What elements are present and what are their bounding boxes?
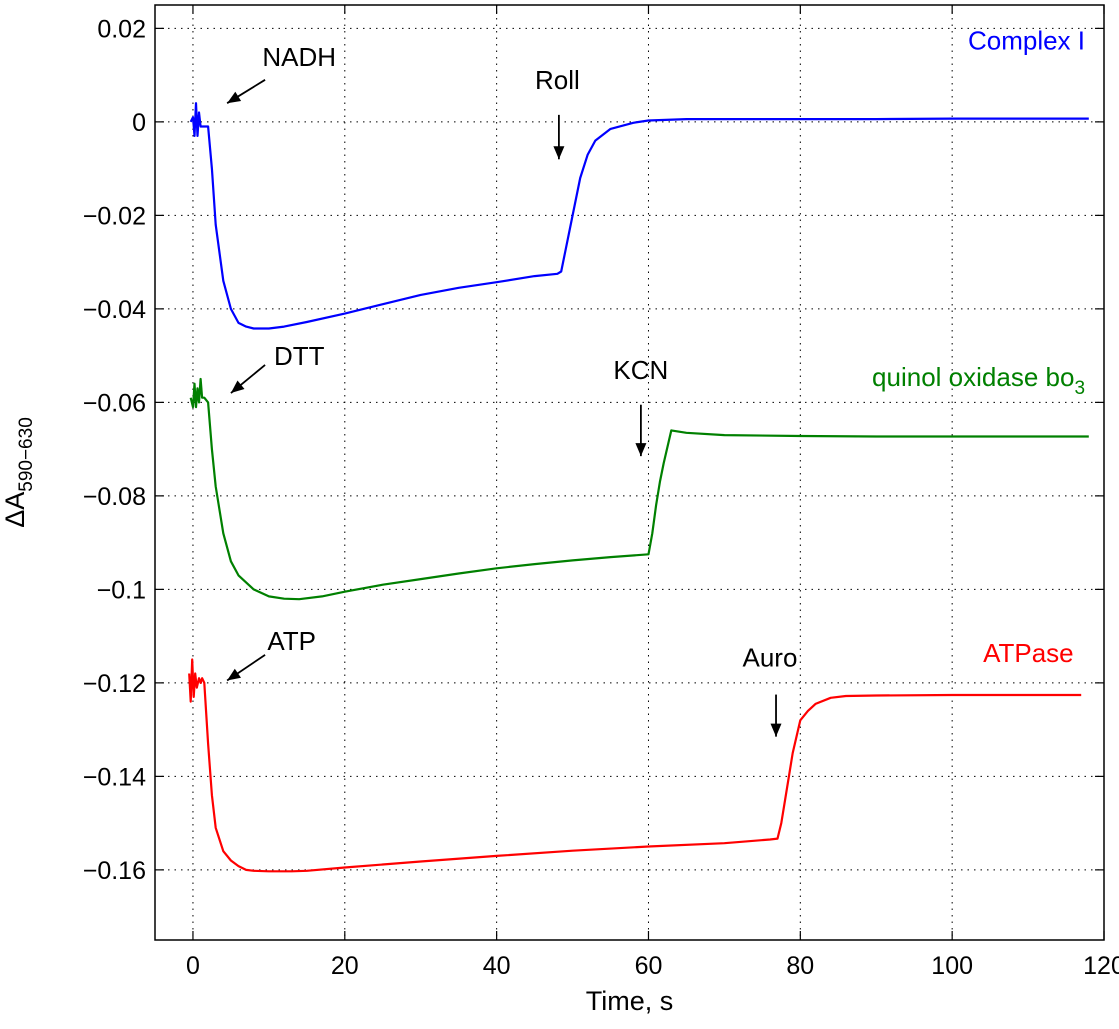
annotation-arrow-head [230, 380, 245, 393]
annotation-arrow-head [227, 91, 242, 104]
y-axis-title-subscript: 590−630 [16, 417, 37, 492]
y-tick-label: −0.04 [83, 296, 146, 324]
annotation-label: KCN [613, 355, 668, 385]
x-tick-label: 0 [186, 952, 200, 980]
plot-area-frame [154, 4, 1105, 941]
series-name-label: Complex I [968, 25, 1085, 55]
x-tick-label: 120 [1083, 952, 1119, 980]
axis-ticks: 0 20 40 60 80 100 120 0.02 0 −0.02 −0.04 −0.06 −0.08… [83, 5, 1119, 980]
series-name-label: quinol oxidase bo3 [872, 362, 1085, 399]
annotation-label: DTT [274, 341, 325, 371]
x-axis-title: Time, s [586, 986, 674, 1016]
y-axis-title-main: ΔA [0, 492, 30, 528]
annotation-label: ATP [267, 626, 316, 656]
annotation-arrow-head [635, 443, 647, 457]
x-tick-label: 20 [331, 952, 359, 980]
y-tick-label: −0.1 [97, 576, 146, 604]
annotation-label: Roll [535, 65, 580, 95]
annotations: NADH Roll DTT KCN ATP Auro [226, 42, 797, 737]
annotation-label: NADH [262, 42, 336, 72]
series-labels: Complex I quinol oxidase bo3 ATPase [872, 25, 1085, 667]
series-name-label: ATPase [983, 638, 1074, 668]
y-tick-label: −0.14 [83, 763, 146, 791]
grid-lines [155, 5, 1104, 940]
series-name-main: Complex I [968, 25, 1085, 55]
annotation-arrow-head [227, 668, 241, 681]
x-tick-label: 40 [483, 952, 511, 980]
series-name-subscript: 3 [1074, 378, 1085, 399]
y-tick-label: −0.12 [83, 670, 146, 698]
series-name-main: ATPase [983, 638, 1074, 668]
y-tick-label: −0.08 [83, 483, 146, 511]
series-lines [188, 102, 1089, 873]
x-tick-label: 60 [635, 952, 663, 980]
annotation-arrow-head [770, 723, 782, 737]
annotation-arrow-head [553, 146, 565, 160]
series-line [189, 377, 1089, 601]
y-tick-label: −0.16 [83, 857, 146, 885]
annotation-label: Auro [742, 643, 797, 673]
y-tick-label: −0.06 [83, 389, 146, 417]
y-tick-label: 0.02 [97, 15, 146, 43]
y-tick-label: 0 [132, 109, 146, 137]
x-tick-label: 100 [931, 952, 973, 980]
y-tick-label: −0.02 [83, 202, 146, 230]
series-line [188, 658, 1082, 873]
x-tick-label: 80 [786, 952, 814, 980]
series-name-main: quinol oxidase bo [872, 362, 1074, 392]
series-line [189, 102, 1089, 330]
y-axis-title: ΔA590−630 [0, 417, 37, 528]
